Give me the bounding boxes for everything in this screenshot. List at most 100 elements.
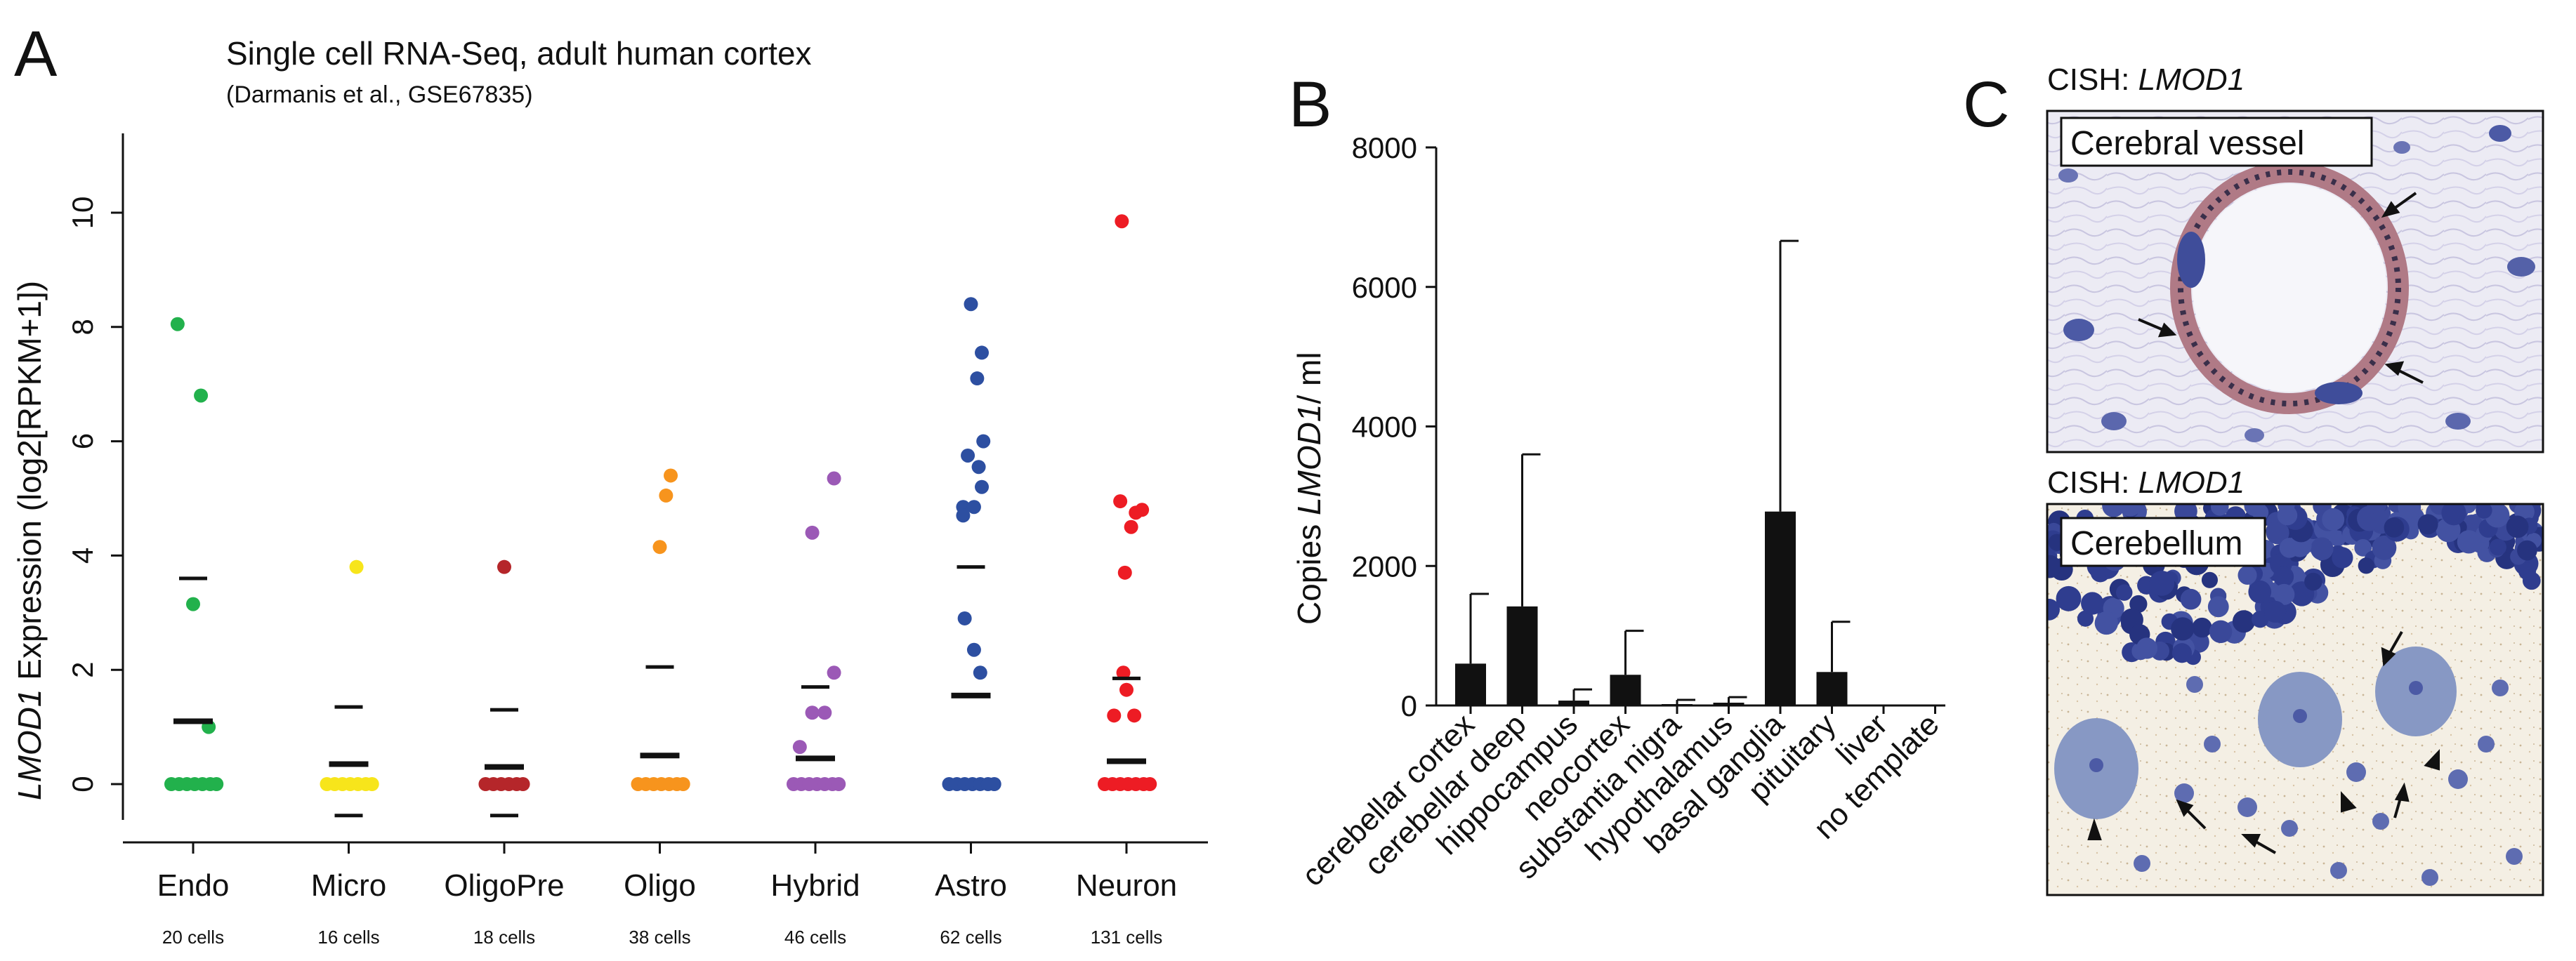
- granule-nucleus: [2047, 599, 2060, 621]
- chart-b-ylabel: Copies LMOD1/ ml: [1291, 352, 1327, 625]
- data-point: [970, 371, 985, 386]
- chart-b-ylabel-prefix: Copies: [1291, 515, 1327, 625]
- chart-b-ylabel-gene: LMOD1: [1291, 404, 1327, 515]
- data-point: [186, 597, 200, 611]
- chart-a-y-tick-label: 2: [66, 662, 99, 678]
- mean-bar: [796, 755, 835, 762]
- chart-a-subtitle: (Darmanis et al., GSE67835): [226, 81, 533, 108]
- chart-a-category-label: Micro: [311, 868, 387, 903]
- mean-bar: [329, 761, 369, 767]
- chart-a-title: Single cell RNA-Seq, adult human cortex: [226, 35, 812, 72]
- chart-a-group-hybrid: [786, 471, 846, 791]
- data-point: [1143, 777, 1157, 791]
- granule-nucleus: [2266, 522, 2284, 540]
- granule-nucleus: [2398, 504, 2421, 519]
- background-nuclei: [2058, 125, 2535, 442]
- sd-upper-bar: [179, 576, 207, 581]
- chart-a-category-label: Hybrid: [770, 868, 860, 903]
- image2-label-gene: LMOD1: [2138, 465, 2245, 500]
- chart-a-category-label: Neuron: [1076, 868, 1177, 903]
- granule-nucleus: [2384, 517, 2405, 538]
- chart-a-ylabel-rest: Expression (log2[RPKM+1]): [11, 281, 48, 689]
- granule-nucleus: [2457, 530, 2481, 554]
- panel-a: A Single cell RNA-Seq, adult human corte…: [11, 18, 1208, 948]
- data-point: [194, 388, 209, 403]
- arrowhead: [2381, 201, 2400, 218]
- granule-nucleus: [2517, 540, 2537, 561]
- granule-nucleus: [2279, 538, 2300, 558]
- data-point: [349, 559, 364, 574]
- data-point: [987, 777, 1001, 791]
- chart-b-y-tick-label: 4000: [1352, 411, 1417, 444]
- chart-a-category-label: Endo: [157, 868, 230, 903]
- granule-nucleus: [2077, 610, 2094, 627]
- data-point: [209, 777, 224, 791]
- chart-a-cell-count: 62 cells: [940, 927, 1001, 948]
- granule-nucleus: [2232, 610, 2256, 633]
- chart-a-cell-count: 16 cells: [317, 927, 379, 948]
- data-point: [957, 611, 972, 625]
- bar: [1765, 511, 1796, 705]
- chart-a-cell-count: 131 cells: [1091, 927, 1163, 948]
- bar: [1713, 703, 1744, 705]
- data-point: [1113, 494, 1128, 509]
- granule-nucleus: [2201, 571, 2219, 588]
- sd-upper-bar: [645, 665, 674, 669]
- granule-nucleus: [2207, 596, 2229, 618]
- data-point: [961, 448, 975, 463]
- granule-nucleus: [2273, 566, 2294, 588]
- panel-c-letter: C: [1963, 69, 2009, 140]
- data-point: [664, 468, 678, 483]
- sd-upper-bar: [490, 708, 518, 712]
- bar: [1455, 663, 1486, 705]
- data-point: [827, 665, 841, 680]
- image2-caption-box: [2060, 517, 2266, 567]
- chart-b-bars: [1455, 239, 1936, 714]
- chart-a-cell-count: 38 cells: [629, 927, 690, 948]
- data-point: [1135, 503, 1150, 517]
- data-point: [792, 740, 807, 755]
- chart-a-ylabel: LMOD1 Expression (log2[RPKM+1]): [11, 281, 48, 800]
- sd-lower-bar: [490, 814, 518, 818]
- chart-b-y-ticks: 0 2000 4000 6000 8000: [1352, 131, 1436, 722]
- data-point: [975, 345, 990, 360]
- granule-nucleus: [2310, 537, 2334, 561]
- granule-nucleus: [2209, 620, 2233, 644]
- chart-a-y-tick-label: 6: [66, 433, 99, 449]
- vessel-lumen: [2193, 184, 2386, 392]
- granule-nucleus: [2136, 637, 2158, 659]
- bar: [1610, 675, 1641, 705]
- data-point: [1119, 682, 1133, 697]
- granule-nucleus: [2237, 565, 2257, 585]
- endothelial-nucleus: [2315, 382, 2363, 404]
- sd-upper-bar: [957, 565, 985, 569]
- chart-a-y-tick-label: 0: [66, 776, 99, 792]
- data-point: [659, 488, 673, 503]
- granule-nucleus: [2102, 504, 2125, 517]
- chart-b-y-tick-label: 0: [1401, 689, 1417, 722]
- chart-b-y-tick-label: 2000: [1352, 550, 1417, 583]
- arrowhead: [2176, 799, 2194, 817]
- granule-nucleus: [2522, 571, 2541, 590]
- arrows: [2138, 192, 2424, 384]
- cerebral-vessel-micrograph: Cerebral vessel: [2046, 110, 2544, 453]
- panel-b: B 0 2000 4000 6000 8000 Copies LMOD1/ ml cer…: [1289, 69, 1946, 893]
- granule-nucleus: [2441, 504, 2466, 526]
- chart-b-ylabel-suffix: / ml: [1291, 352, 1327, 404]
- chart-a-category-label: Astro: [935, 868, 1007, 903]
- chart-a-cell-count: 18 cells: [473, 927, 535, 948]
- image1-caption-box: [2060, 117, 2373, 167]
- mean-bar: [173, 718, 213, 724]
- data-point: [827, 471, 841, 486]
- granule-nucleus: [2476, 504, 2492, 519]
- data-point: [364, 777, 379, 791]
- granule-nucleus: [2354, 538, 2372, 557]
- data-point: [971, 460, 986, 475]
- data-point: [1117, 565, 1132, 580]
- data-point: [817, 705, 832, 720]
- chart-a-y-tick-label: 8: [66, 319, 99, 335]
- chart-a-ylabel-gene: LMOD1: [11, 689, 48, 800]
- data-point: [805, 525, 820, 540]
- chart-a-group-oligopre: [478, 559, 530, 818]
